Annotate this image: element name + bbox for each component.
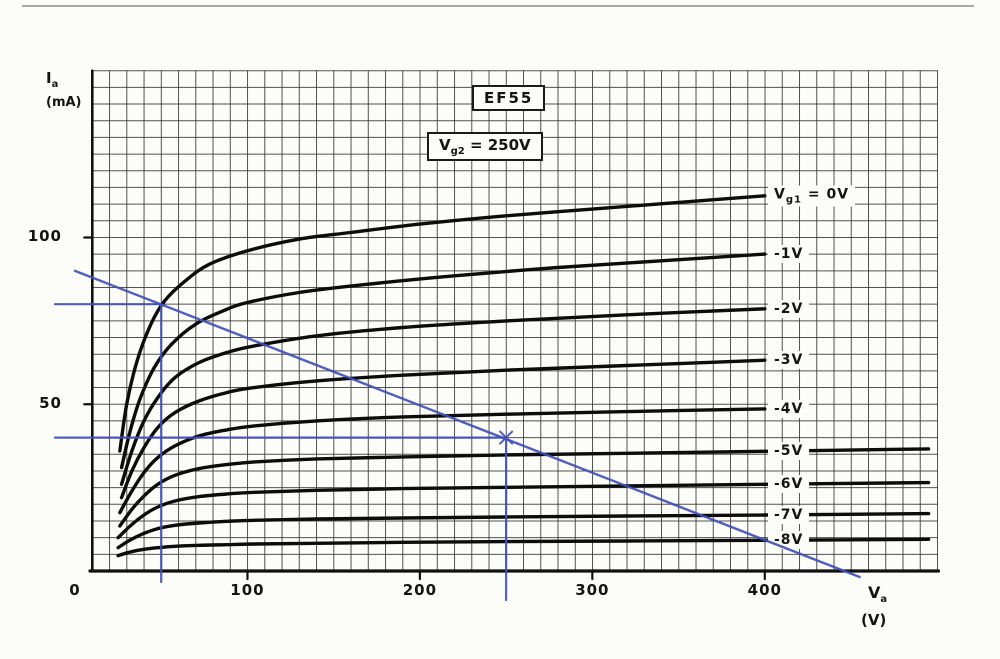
- curve-vg1--3V: [119, 358, 767, 500]
- y-tick-label-50: 50: [39, 394, 62, 413]
- screen-voltage-symbol: V: [439, 136, 451, 154]
- curve-label-vg1--3V: -3V: [768, 351, 810, 369]
- x-tick-label-0: 0: [69, 581, 81, 599]
- curve-label-vg1-0V: Vg1 = 0V: [768, 185, 856, 207]
- screen-voltage-subscript: g2: [450, 146, 465, 157]
- x-tick-label-200: 200: [402, 581, 438, 599]
- screen-voltage-label: Vg2 = 250V: [427, 132, 543, 161]
- y-axis-symbol: I: [46, 69, 52, 87]
- curve-label-vg1--6V: -6V: [768, 475, 810, 493]
- x-axis-subscript: a: [880, 594, 888, 605]
- screen-voltage-value: = 250V: [464, 136, 531, 154]
- curve-label-vg1--8V: -8V: [768, 531, 810, 549]
- y-axis-unit: (mA): [46, 95, 82, 110]
- curve-label-vg1--7V: -7V: [768, 506, 810, 524]
- x-axis-symbol: V: [868, 583, 881, 602]
- tube-type-label: EF55: [472, 85, 546, 111]
- curve-label-vg1--5V: -5V: [768, 442, 810, 460]
- y-axis-label: Ia (mA): [46, 70, 82, 111]
- curve-vg1--4V: [118, 407, 767, 515]
- x-axis-label: Va: [868, 583, 887, 605]
- curve-vg1--1V: [119, 252, 767, 470]
- x-tick-label-400: 400: [747, 581, 782, 599]
- x-tick-label-300: 300: [575, 581, 610, 599]
- x-axis-unit: (V): [861, 611, 887, 629]
- curve-label-vg1--1V: -1V: [768, 245, 810, 263]
- curve-label-vg1--4V: -4V: [768, 400, 810, 418]
- scan-artifact-line: [22, 5, 974, 7]
- y-tick-label-100: 100: [27, 227, 62, 246]
- curve-label-vg1--2V: -2V: [768, 300, 810, 318]
- y-axis-subscript: a: [51, 79, 59, 90]
- x-tick-label-100: 100: [230, 581, 265, 599]
